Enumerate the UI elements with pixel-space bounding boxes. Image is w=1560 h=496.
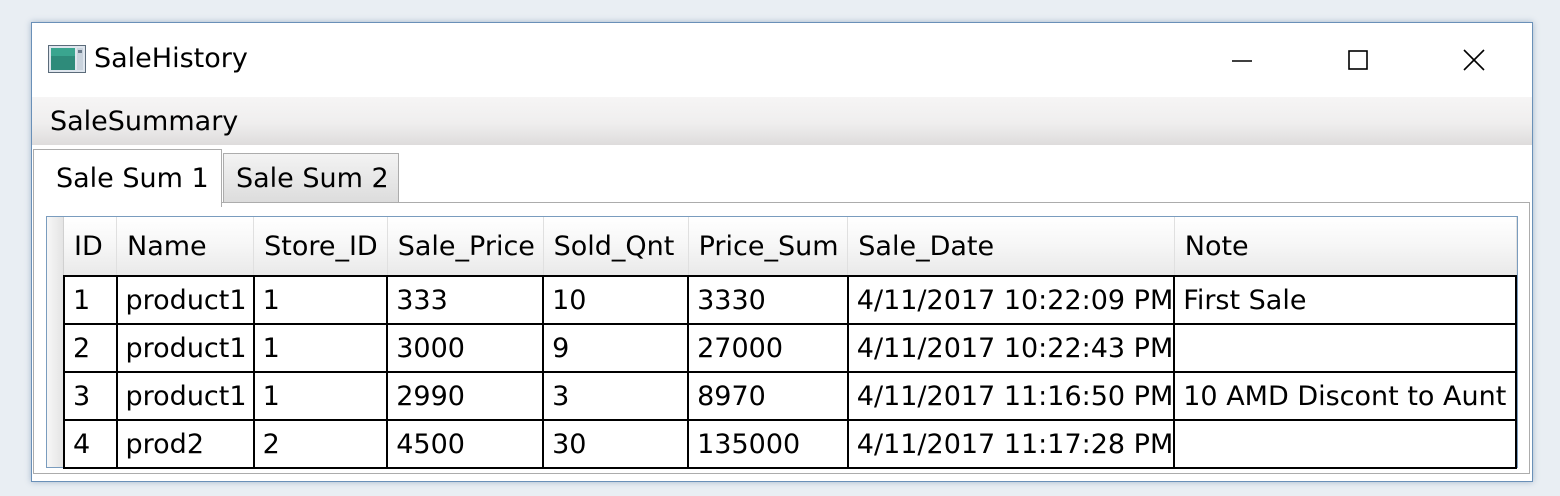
menu-bar: SaleSummary xyxy=(32,97,1532,145)
cell-store-id[interactable]: 1 xyxy=(252,275,389,325)
cell-sale-price[interactable]: 2990 xyxy=(386,371,545,421)
close-icon xyxy=(1463,49,1485,71)
row-header-column[interactable] xyxy=(47,217,64,467)
cell-price-sum[interactable]: 135000 xyxy=(687,419,849,469)
cell-sold-qnt[interactable]: 30 xyxy=(542,419,690,469)
cell-sale-date[interactable]: 4/11/2017 10:22:43 PM xyxy=(846,323,1176,373)
tab-sale-sum-2[interactable]: Sale Sum 2 xyxy=(223,153,399,203)
header-row: ID Name Store_ID Sale_Price Sold_Qnt Pri… xyxy=(64,217,1517,277)
cell-note[interactable] xyxy=(1173,419,1517,469)
cell-store-id[interactable]: 1 xyxy=(252,371,389,421)
column-header-sale-date[interactable]: Sale_Date xyxy=(847,217,1175,277)
cell-sale-date[interactable]: 4/11/2017 10:22:09 PM xyxy=(846,275,1176,325)
cell-note[interactable] xyxy=(1173,323,1517,373)
table-row[interactable]: 3 product1 1 2990 3 8970 4/11/2017 11:16… xyxy=(63,371,1517,421)
minimize-icon xyxy=(1232,60,1252,62)
column-header-id[interactable]: ID xyxy=(64,217,118,277)
window-title: SaleHistory xyxy=(94,43,248,74)
title-bar[interactable]: SaleHistory xyxy=(32,23,1532,97)
tab-control: Sale Sum 1 Sale Sum 2 ID Name Store_ID S… xyxy=(32,145,1532,481)
cell-note[interactable]: First Sale xyxy=(1173,275,1517,325)
column-header-sold-qnt[interactable]: Sold_Qnt xyxy=(543,217,689,277)
column-header-store-id[interactable]: Store_ID xyxy=(253,217,388,277)
cell-name[interactable]: product1 xyxy=(115,275,255,325)
tab-sale-sum-1[interactable]: Sale Sum 1 xyxy=(33,149,222,207)
cell-name[interactable]: prod2 xyxy=(115,419,255,469)
cell-store-id[interactable]: 1 xyxy=(252,323,389,373)
cell-id[interactable]: 3 xyxy=(63,371,118,421)
cell-store-id[interactable]: 2 xyxy=(252,419,389,469)
cell-note[interactable]: 10 AMD Discont to Aunt xyxy=(1173,371,1517,421)
column-header-price-sum[interactable]: Price_Sum xyxy=(688,217,849,277)
cell-sold-qnt[interactable]: 3 xyxy=(542,371,690,421)
cell-price-sum[interactable]: 27000 xyxy=(687,323,849,373)
cell-sold-qnt[interactable]: 10 xyxy=(542,275,690,325)
cell-name[interactable]: product1 xyxy=(115,323,255,373)
cell-id[interactable]: 1 xyxy=(63,275,118,325)
cell-name[interactable]: product1 xyxy=(115,371,255,421)
column-header-name[interactable]: Name xyxy=(116,217,255,277)
maximize-button[interactable] xyxy=(1300,23,1416,97)
maximize-icon xyxy=(1348,50,1368,70)
cell-price-sum[interactable]: 8970 xyxy=(687,371,849,421)
cell-sale-date[interactable]: 4/11/2017 11:16:50 PM xyxy=(846,371,1176,421)
column-header-note[interactable]: Note xyxy=(1174,217,1517,277)
close-button[interactable] xyxy=(1416,23,1532,97)
cell-price-sum[interactable]: 3330 xyxy=(687,275,849,325)
cell-sold-qnt[interactable]: 9 xyxy=(542,323,690,373)
menu-item-salesummary[interactable]: SaleSummary xyxy=(50,106,239,137)
minimize-button[interactable] xyxy=(1184,23,1300,97)
sales-table: ID Name Store_ID Sale_Price Sold_Qnt Pri… xyxy=(63,217,1517,469)
cell-sale-price[interactable]: 333 xyxy=(386,275,545,325)
sales-data-grid: ID Name Store_ID Sale_Price Sold_Qnt Pri… xyxy=(46,216,1518,469)
cell-sale-date[interactable]: 4/11/2017 11:17:28 PM xyxy=(846,419,1176,469)
cell-id[interactable]: 4 xyxy=(63,419,118,469)
app-window: SaleHistory SaleSummary Sale Sum 1 Sale … xyxy=(31,22,1533,482)
tab-panel: ID Name Store_ID Sale_Price Sold_Qnt Pri… xyxy=(33,202,1530,474)
table-row[interactable]: 4 prod2 2 4500 30 135000 4/11/2017 11:17… xyxy=(63,419,1517,469)
table-row[interactable]: 2 product1 1 3000 9 27000 4/11/2017 10:2… xyxy=(63,323,1517,373)
cell-id[interactable]: 2 xyxy=(63,323,118,373)
app-window-icon xyxy=(48,45,86,73)
cell-sale-price[interactable]: 3000 xyxy=(386,323,545,373)
table-row[interactable]: 1 product1 1 333 10 3330 4/11/2017 10:22… xyxy=(63,275,1517,325)
column-header-sale-price[interactable]: Sale_Price xyxy=(387,217,544,277)
cell-sale-price[interactable]: 4500 xyxy=(386,419,545,469)
